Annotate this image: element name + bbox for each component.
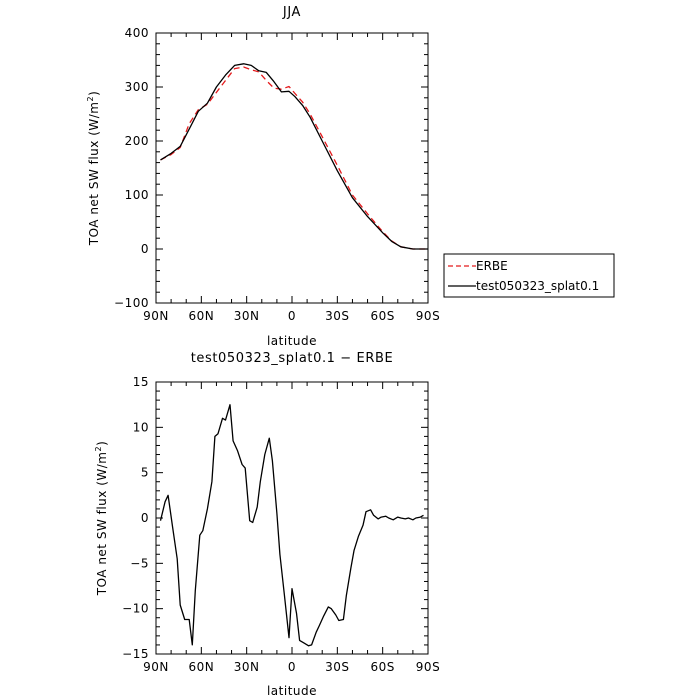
legend-label-erbe: ERBE: [476, 259, 508, 273]
top-axis-ticks: [155, 32, 429, 304]
bottom-y-axis-title: TOA net SW flux (W/m2): [94, 441, 109, 597]
bottom-x-axis-title: latitude: [267, 684, 317, 698]
top-series-group: [160, 63, 428, 250]
top-x-tick-label: 30N: [234, 309, 260, 323]
legend: ERBE test050323_splat0.1: [443, 253, 615, 298]
top-x-tick-label: 30S: [325, 309, 349, 323]
bottom-y-tick-label: −5: [130, 556, 149, 570]
legend-box: [443, 253, 615, 298]
bottom-y-axis-title-sup: 2: [94, 446, 103, 452]
bottom-y-tick-label: −10: [122, 602, 149, 616]
top-x-axis-title: latitude: [267, 334, 317, 348]
top-y-tick-labels: −100 0 100 200 300 400: [114, 26, 149, 310]
bottom-x-tick-label: 60S: [370, 660, 394, 674]
bottom-y-tick-label: 15: [133, 375, 149, 389]
top-y-axis-title-tail: ): [87, 91, 101, 96]
bottom-y-tick-label: 0: [141, 511, 149, 525]
top-y-tick-label: −100: [114, 296, 149, 310]
bottom-x-tick-label: 90N: [143, 660, 169, 674]
bottom-plot-frame: [155, 381, 429, 655]
bottom-y-tick-label: 5: [141, 466, 149, 480]
bottom-y-tick-labels: −15 −10 −5 0 5 10 15: [122, 375, 149, 661]
top-y-tick-label: 300: [125, 80, 149, 94]
bottom-chart-title: test050323_splat0.1 − ERBE: [191, 351, 394, 366]
top-panel: JJA 90N 60N 30N 0 30S 60S 90S −100 0 100 200 300 40…: [86, 5, 615, 348]
bottom-x-tick-label: 90S: [416, 660, 440, 674]
bottom-x-tick-label: 30N: [234, 660, 260, 674]
top-y-tick-label: 400: [125, 26, 149, 40]
top-series-line-1: [160, 63, 428, 250]
bottom-y-axis-title-main: TOA net SW flux (W/m: [95, 452, 109, 597]
bottom-x-tick-label: 30S: [325, 660, 349, 674]
bottom-x-tick-label: 0: [288, 660, 296, 674]
bottom-x-tick-labels: 90N 60N 30N 0 30S 60S 90S: [143, 660, 440, 674]
top-x-tick-label: 90N: [143, 309, 169, 323]
top-y-axis-title: TOA net SW flux (W/m2): [86, 91, 101, 247]
top-x-tick-label: 90S: [416, 309, 440, 323]
top-y-axis-title-main: TOA net SW flux (W/m: [87, 102, 101, 247]
top-x-tick-labels: 90N 60N 30N 0 30S 60S 90S: [143, 309, 440, 323]
bottom-x-tick-label: 60N: [188, 660, 214, 674]
top-y-tick-label: 200: [125, 134, 149, 148]
top-chart-title: JJA: [282, 5, 301, 20]
top-y-axis-title-sup: 2: [86, 96, 95, 102]
top-x-tick-label: 60S: [370, 309, 394, 323]
bottom-series-line-0: [159, 404, 424, 647]
bottom-panel: test050323_splat0.1 − ERBE 90N 60N 30N 0 30S…: [94, 351, 440, 698]
top-series-line-0: [160, 66, 428, 250]
top-y-tick-label: 100: [125, 188, 149, 202]
top-y-tick-label: 0: [141, 242, 149, 256]
bottom-y-tick-label: −15: [122, 647, 149, 661]
top-x-tick-label: 60N: [188, 309, 214, 323]
top-x-tick-label: 0: [288, 309, 296, 323]
bottom-y-tick-label: 10: [133, 420, 149, 434]
bottom-axis-ticks: [155, 381, 429, 655]
top-plot-frame: [155, 32, 429, 304]
legend-label-test: test050323_splat0.1: [476, 279, 599, 293]
bottom-y-axis-title-tail: ): [95, 441, 109, 446]
bottom-series-group: [159, 404, 424, 647]
